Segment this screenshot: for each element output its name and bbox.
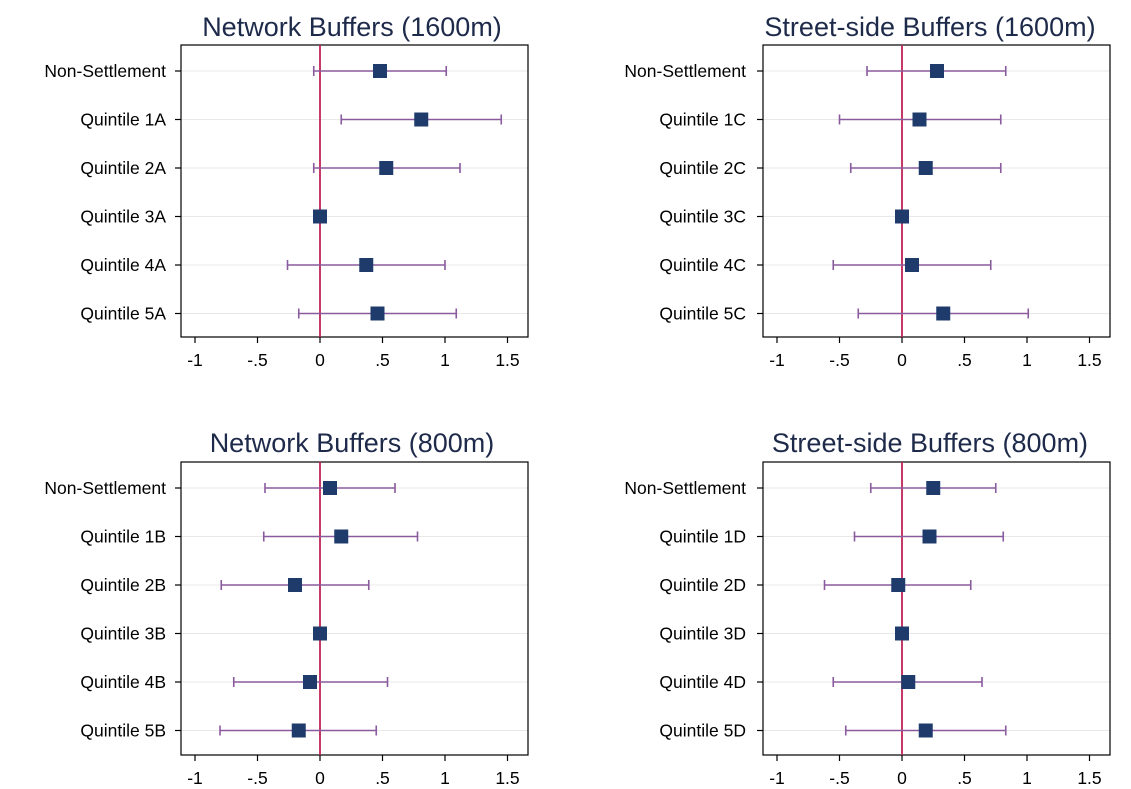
x-tick-label: -.5 xyxy=(829,350,849,370)
x-tick-label: 1.5 xyxy=(1077,768,1101,788)
x-tick-label: -1 xyxy=(769,350,785,370)
x-tick-label: 0 xyxy=(315,350,325,370)
x-tick-label: 1 xyxy=(1022,350,1032,370)
category-label-Quintile-5D: Quintile 5D xyxy=(659,721,746,741)
point-estimate-Quintile-1D xyxy=(922,529,937,544)
x-tick-label: 1 xyxy=(440,768,450,788)
x-tick-label: 0 xyxy=(315,768,325,788)
x-tick-label: .5 xyxy=(957,768,972,788)
chart-title: Street-side Buffers (1600m) xyxy=(764,12,1095,42)
x-tick-label: 1.5 xyxy=(495,350,519,370)
x-tick-label: -1 xyxy=(187,768,203,788)
point-estimate-Quintile-2B xyxy=(288,578,302,592)
x-tick-label: 1 xyxy=(440,350,450,370)
category-label-Quintile-5C: Quintile 5C xyxy=(659,304,746,324)
x-tick-label: -1 xyxy=(769,768,785,788)
category-label-Quintile-4D: Quintile 4D xyxy=(659,672,746,692)
category-label-Non-Settlement: Non-Settlement xyxy=(624,61,746,81)
x-tick-label: 0 xyxy=(897,350,907,370)
point-estimate-Quintile-3B xyxy=(313,626,327,641)
point-estimate-Non-Settlement xyxy=(373,64,387,78)
category-label-Quintile-3A: Quintile 3A xyxy=(80,207,166,227)
category-label-Quintile-2A: Quintile 2A xyxy=(80,158,166,178)
plot-frame xyxy=(762,44,1111,338)
point-estimate-Quintile-1A xyxy=(414,112,429,127)
category-label-Quintile-1D: Quintile 1D xyxy=(659,527,746,547)
category-label-Quintile-4B: Quintile 4B xyxy=(80,672,166,692)
chart-title: Network Buffers (1600m) xyxy=(202,12,502,42)
point-estimate-Quintile-1C xyxy=(912,112,927,127)
x-tick-label: 1.5 xyxy=(495,768,519,788)
category-label-Quintile-2D: Quintile 2D xyxy=(659,575,746,595)
plot-frame xyxy=(762,461,1111,756)
point-estimate-Non-Settlement xyxy=(930,64,944,78)
category-label-Non-Settlement: Non-Settlement xyxy=(624,478,746,498)
category-label-Non-Settlement: Non-Settlement xyxy=(44,478,166,498)
point-estimate-Quintile-5C xyxy=(936,306,951,321)
x-tick-label: .5 xyxy=(957,350,972,370)
point-estimate-Quintile-4B xyxy=(303,675,317,689)
x-tick-label: 1 xyxy=(1022,768,1032,788)
point-estimate-Non-Settlement xyxy=(926,481,941,495)
point-estimate-Quintile-4A xyxy=(359,258,374,272)
category-label-Quintile-3D: Quintile 3D xyxy=(659,624,746,644)
point-estimate-Quintile-2A xyxy=(379,161,394,175)
category-label-Quintile-1C: Quintile 1C xyxy=(659,110,746,130)
chart-panel-3: Network Buffers (800m) Non-Settlement Quin… xyxy=(44,428,529,788)
point-estimate-Quintile-4C xyxy=(905,258,919,272)
point-estimate-Quintile-3D xyxy=(895,626,909,641)
x-tick-label: 1.5 xyxy=(1077,350,1101,370)
x-tick-label: 0 xyxy=(897,768,907,788)
point-estimate-Quintile-5B xyxy=(291,723,306,738)
category-label-Quintile-4C: Quintile 4C xyxy=(659,255,746,275)
point-estimate-Quintile-3A xyxy=(313,209,327,224)
x-tick-label: -.5 xyxy=(247,768,267,788)
plot-frame xyxy=(180,44,529,338)
x-tick-label: -.5 xyxy=(829,768,849,788)
point-estimate-Quintile-4D xyxy=(901,675,916,689)
category-label-Non-Settlement: Non-Settlement xyxy=(44,61,166,81)
plot-frame xyxy=(180,461,529,756)
category-label-Quintile-1B: Quintile 1B xyxy=(80,527,166,547)
chart-panel-4: Street-side Buffers (800m) Non-Settlement… xyxy=(624,428,1111,788)
x-tick-label: .5 xyxy=(375,350,390,370)
point-estimate-Quintile-5A xyxy=(370,306,385,321)
point-estimate-Quintile-2C xyxy=(918,161,933,175)
category-label-Quintile-2B: Quintile 2B xyxy=(80,575,166,595)
category-label-Quintile-5A: Quintile 5A xyxy=(80,304,166,324)
category-label-Quintile-2C: Quintile 2C xyxy=(659,158,746,178)
category-label-Quintile-3B: Quintile 3B xyxy=(80,624,166,644)
point-estimate-Quintile-5D xyxy=(918,723,933,738)
chart-panel-1: Network Buffers (1600m) Non-Settlement Qui… xyxy=(44,12,529,370)
chart-title: Network Buffers (800m) xyxy=(210,428,495,458)
category-label-Quintile-1A: Quintile 1A xyxy=(80,110,166,130)
x-tick-label: .5 xyxy=(375,768,390,788)
category-label-Quintile-5B: Quintile 5B xyxy=(80,721,166,741)
category-label-Quintile-4A: Quintile 4A xyxy=(80,255,166,275)
chart-panel-2: Street-side Buffers (1600m) Non-Settlemen… xyxy=(624,12,1111,370)
x-tick-label: -1 xyxy=(187,350,203,370)
chart-title: Street-side Buffers (800m) xyxy=(772,428,1088,458)
point-estimate-Non-Settlement xyxy=(323,481,337,495)
category-label-Quintile-3C: Quintile 3C xyxy=(659,207,746,227)
point-estimate-Quintile-2D xyxy=(891,578,906,592)
x-tick-label: -.5 xyxy=(247,350,267,370)
point-estimate-Quintile-1B xyxy=(334,529,349,544)
point-estimate-Quintile-3C xyxy=(895,209,909,224)
